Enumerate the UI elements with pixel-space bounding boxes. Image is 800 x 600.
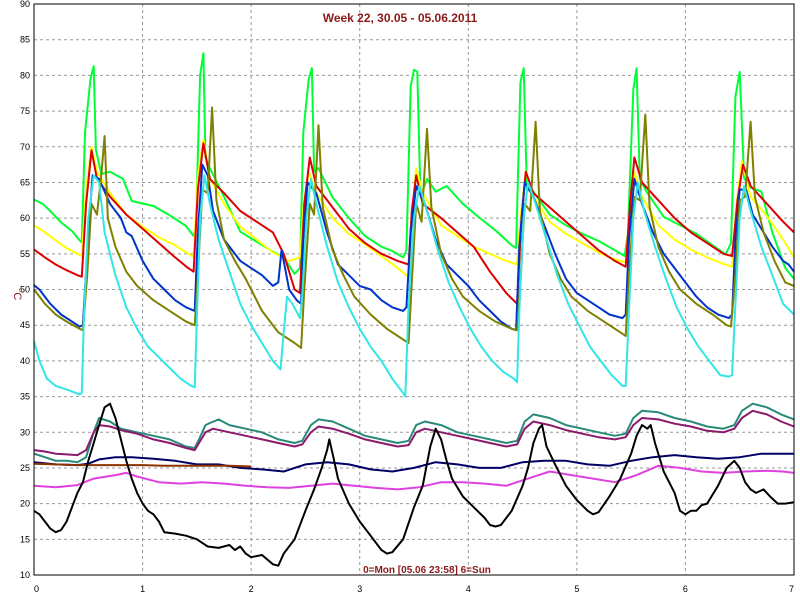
series-line-3 bbox=[33, 142, 795, 305]
series-line-7 bbox=[33, 402, 795, 464]
y-tick-labels: 10 15 20 25 30 35 40 45 50 55 60 65 70 75 80 85 90 bbox=[20, 0, 30, 580]
x-tick-label: 1 bbox=[140, 584, 145, 594]
series-line-12 bbox=[33, 402, 795, 567]
y-tick-label: 70 bbox=[20, 142, 30, 152]
y-tick-label: 55 bbox=[20, 249, 30, 259]
y-tick-label: 40 bbox=[20, 356, 30, 366]
series-line-11 bbox=[33, 464, 795, 491]
series-line-9 bbox=[33, 452, 794, 473]
y-tick-label: 45 bbox=[20, 320, 30, 330]
y-tick-label: 75 bbox=[20, 106, 30, 116]
x-tick-label: 6 bbox=[683, 584, 688, 594]
day-legend-note: 0=Mon [05.06 23:58] 6=Sun bbox=[363, 565, 491, 576]
x-tick-label: 7 bbox=[789, 584, 794, 594]
x-tick-label: 5 bbox=[574, 584, 579, 594]
series-line-10 bbox=[33, 462, 252, 468]
y-tick-label: 65 bbox=[20, 177, 30, 187]
x-tick-label: 3 bbox=[357, 584, 362, 594]
series-line-4 bbox=[33, 163, 795, 332]
y-tick-label: 25 bbox=[20, 463, 30, 473]
x-tick-label: 2 bbox=[249, 584, 254, 594]
y-tick-label: 80 bbox=[20, 70, 30, 80]
y-tick-label: 10 bbox=[20, 570, 30, 580]
series-line-6 bbox=[33, 174, 795, 398]
y-tick-label: 15 bbox=[20, 534, 30, 544]
y-tick-label: 60 bbox=[20, 213, 30, 223]
y-tick-label: 35 bbox=[20, 392, 30, 402]
y-tick-label: 50 bbox=[20, 285, 30, 295]
x-tick-label: 4 bbox=[466, 584, 471, 594]
series-line-5 bbox=[33, 106, 795, 349]
x-tick-label: 0 bbox=[34, 584, 39, 594]
x-tick-labels: 0 1 2 3 4 5 6 7 bbox=[34, 584, 794, 594]
y-tick-label: 85 bbox=[20, 35, 30, 45]
series-layer bbox=[33, 52, 795, 567]
chart-title: Week 22, 30.05 - 05.06.2011 bbox=[323, 11, 478, 25]
y-tick-label: 20 bbox=[20, 499, 30, 509]
plot-frame bbox=[33, 3, 795, 576]
y-axis-label: °C bbox=[11, 288, 23, 300]
series-line-8 bbox=[33, 409, 795, 457]
y-tick-label: 90 bbox=[20, 0, 30, 9]
y-tick-label: 30 bbox=[20, 427, 30, 437]
